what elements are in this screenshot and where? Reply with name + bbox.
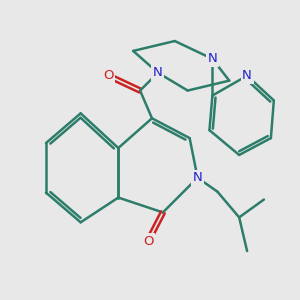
Text: O: O — [143, 235, 153, 248]
Text: N: N — [153, 66, 163, 79]
Text: O: O — [103, 69, 114, 82]
Text: N: N — [208, 52, 217, 65]
Text: N: N — [193, 171, 202, 184]
Text: N: N — [242, 69, 252, 82]
